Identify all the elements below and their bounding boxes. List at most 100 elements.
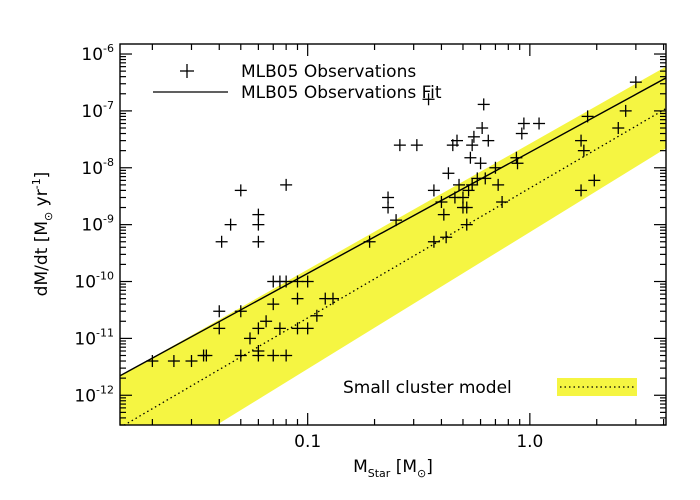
data-point (393, 139, 406, 152)
data-point (382, 191, 395, 204)
data-point (575, 134, 588, 147)
data-point (496, 196, 509, 209)
data-point (482, 134, 495, 147)
data-point (167, 355, 180, 368)
data-point (619, 104, 632, 117)
data-point (252, 235, 265, 248)
data-point (234, 184, 247, 197)
data-point (301, 275, 314, 288)
data-point (224, 218, 237, 231)
legend-observations-marker (180, 64, 194, 78)
data-point (510, 151, 523, 164)
data-point (280, 178, 293, 191)
data-point (533, 117, 546, 130)
x-tick-label: 1.0 (516, 432, 543, 452)
data-point (453, 178, 466, 191)
y-tick-label: 10-7 (81, 99, 114, 122)
data-point (280, 349, 293, 362)
data-point (146, 355, 159, 368)
data-point (517, 117, 530, 130)
data-point (588, 174, 601, 187)
legend-observations-label: MLB05 Observations (241, 62, 416, 82)
x-axis-title: MStar [M⊙] (353, 457, 433, 480)
data-point (252, 349, 265, 362)
data-point (326, 292, 339, 305)
data-point (390, 214, 403, 227)
data-point (612, 122, 625, 135)
y-tick-label: 10-10 (74, 270, 114, 293)
data-point (252, 322, 265, 335)
axes: 0.1 1.0 10-12 10-11 10-10 10-9 10-8 10-7 10-6 (74, 42, 667, 452)
data-point (410, 139, 423, 152)
data-point (581, 110, 594, 123)
observations-fit-line (120, 77, 666, 377)
data-point (575, 184, 588, 197)
data-point (422, 93, 435, 106)
observation-points-layer (146, 76, 642, 368)
data-point (427, 235, 440, 248)
data-point (489, 161, 502, 174)
y-axis-title: dM/dt [M⊙ yr-1] (30, 172, 55, 297)
data-point (466, 139, 479, 152)
data-point (479, 172, 492, 185)
data-point (363, 235, 376, 248)
data-point (515, 127, 528, 140)
y-tick-label: 10-12 (74, 383, 114, 406)
data-point (435, 196, 448, 209)
data-point (440, 231, 453, 244)
data-point (467, 130, 480, 143)
data-point (456, 191, 469, 204)
data-point (213, 322, 226, 335)
fit-lines-layer (120, 77, 666, 425)
model-legend-label: Small cluster model (343, 378, 512, 398)
data-point (629, 76, 642, 89)
data-point (427, 184, 440, 197)
data-point (492, 178, 505, 191)
data-point (267, 298, 280, 311)
model-legend: Small cluster model (343, 378, 637, 398)
data-point (382, 201, 395, 214)
y-tick-label: 10-8 (81, 156, 114, 179)
data-point (252, 218, 265, 231)
data-point (476, 122, 489, 135)
data-point (437, 208, 450, 221)
data-point (273, 322, 286, 335)
y-tick-label: 10-9 (81, 213, 114, 236)
data-point (577, 144, 590, 157)
data-point (474, 157, 487, 170)
y-tick-label: 10-6 (81, 42, 114, 65)
legend: MLB05 Observations MLB05 Observations Fi… (153, 62, 442, 103)
model-band (120, 66, 666, 425)
data-point (215, 235, 228, 248)
data-point (213, 305, 226, 318)
data-point (301, 322, 314, 335)
data-point (442, 167, 455, 180)
data-point (291, 322, 304, 335)
data-point (252, 208, 265, 221)
data-point (450, 134, 463, 147)
data-point (234, 349, 247, 362)
data-point (460, 218, 473, 231)
data-point (310, 309, 323, 322)
model-center-line (123, 107, 666, 425)
data-point (291, 275, 304, 288)
data-point (200, 349, 213, 362)
legend-fit-label: MLB05 Observations Fit (241, 83, 442, 103)
data-point (291, 292, 304, 305)
x-tick-label: 0.1 (294, 432, 321, 452)
data-point (464, 151, 477, 164)
data-point (234, 305, 247, 318)
data-point (280, 275, 293, 288)
data-point (267, 349, 280, 362)
data-point (460, 201, 473, 214)
data-point (260, 315, 273, 328)
data-point (185, 355, 198, 368)
data-point (511, 157, 524, 170)
data-point (466, 178, 479, 191)
model-band-layer (120, 66, 666, 425)
data-point (477, 98, 490, 111)
plot-frame (119, 43, 667, 426)
data-point (243, 332, 256, 345)
y-tick-label: 10-11 (74, 326, 114, 349)
